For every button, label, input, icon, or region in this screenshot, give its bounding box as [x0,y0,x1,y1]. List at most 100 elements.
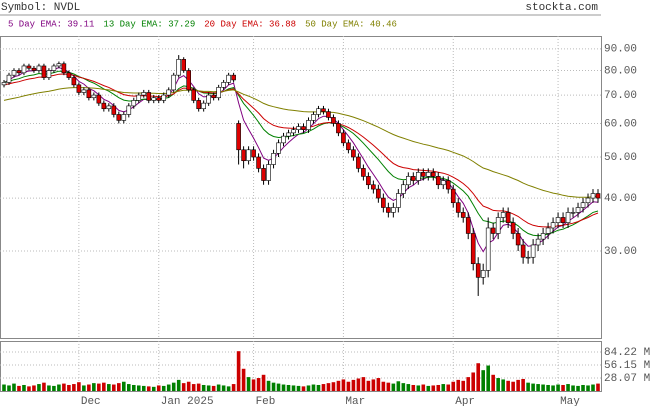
candle-body [530,244,536,258]
volume-bar [181,383,186,391]
price-frame [0,36,602,339]
candle-body [296,126,301,130]
volume-bar [161,385,166,391]
volume-bar [146,386,151,391]
volume-bar [176,379,181,391]
candle-body [495,217,501,234]
candle-body [540,233,546,240]
candle-body [281,135,286,144]
volume-bar [216,384,221,391]
volume-bar [361,377,366,391]
volume-bar [496,378,500,391]
volume-bar [87,384,91,391]
candle-body [66,72,72,78]
candle-body [545,227,551,234]
ema-line [3,73,599,228]
volume-bar [546,384,550,391]
volume-bar [151,386,156,391]
volume-bar [276,383,281,391]
volume-bar [551,385,555,391]
volume-bar [371,379,376,391]
volume-bar [321,384,326,391]
candle-body [211,94,216,99]
volume-bar [536,384,540,391]
candle-body [236,123,241,151]
volume-bar [396,381,401,391]
x-tick-label: Mar [345,396,365,406]
volume-bar [581,384,585,391]
candle-body [590,193,596,199]
volume-bar [391,383,396,391]
volume-frame [0,341,602,392]
candle-body [241,149,246,162]
candle-body [186,70,191,91]
legend-entry: 50 Day EMA: 40.46 [305,19,397,29]
candle-body [251,149,256,158]
volume-bar [556,384,560,391]
volume-bar [231,384,236,391]
volume-bar [107,384,111,391]
candle-body [500,212,506,218]
x-tick-label: Apr [455,396,475,406]
volume-bar [27,386,31,391]
candle-body [56,63,62,67]
volume-bar [226,386,231,391]
candle-body [31,67,37,71]
candle-body [301,126,306,130]
y-tick-label: 90.00 [604,44,637,56]
volume-bar [32,385,36,391]
candle-body [106,105,112,110]
volume-bar [326,383,331,391]
volume-bar [446,384,451,391]
volume-bar [341,379,346,391]
candle-body [490,227,496,234]
candle-body [321,108,326,112]
volume-bar [121,381,126,391]
volume-bar [351,379,356,391]
volume-bar [221,385,226,391]
candle-body [181,59,186,71]
candle-body [331,117,336,124]
candle-body [411,176,416,181]
candle-body [261,168,266,181]
volume-bar [92,383,96,391]
chart-title: Symbol: NVDL [1,2,80,14]
volume-bar [506,380,510,391]
volume-bar [12,383,16,391]
volume-bar [576,385,580,391]
volume-bar [511,381,515,391]
candle-body [515,233,521,246]
candle-body [505,212,511,223]
x-tick-label: Dec [81,396,101,406]
candle-body [256,156,261,169]
volume-bar [77,382,81,391]
volume-bar [246,377,251,391]
candle-body [46,70,52,78]
volume-bar [431,385,436,391]
candle-body [196,100,201,110]
candle-body [16,70,22,74]
candle-body [480,270,486,278]
volume-bar [256,378,261,391]
volume-bar [501,379,505,391]
candle-body [136,94,142,101]
volume-tick-label: 56.15 M [604,360,650,372]
candle-body [26,65,32,69]
volume-bar [62,383,66,391]
candle-body [455,202,461,213]
volume-bar [52,385,56,391]
candle-body [565,212,571,223]
candle-body [306,120,311,130]
x-tick-label: Feb [256,396,276,406]
candle-body [430,172,436,177]
candle-body [570,212,576,214]
candle-body [520,244,526,258]
volume-bar [461,380,466,391]
candle-body [221,82,226,88]
volume-bar [466,377,471,391]
volume-bar [471,372,476,391]
volume-bar [141,385,146,391]
candle-body [21,65,27,74]
volume-bar [331,382,336,391]
candle-body [326,111,331,118]
